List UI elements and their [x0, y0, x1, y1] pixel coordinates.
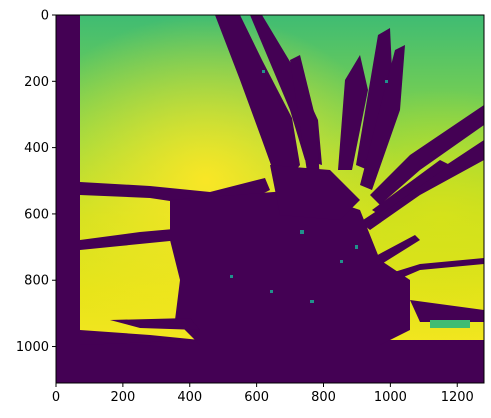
- y-axis-ticks: 0 200 400 600 800 1000: [16, 9, 56, 355]
- x-tick-label: 200: [110, 390, 135, 405]
- y-tick-label: 1000: [16, 340, 49, 355]
- x-tick-label: 1000: [374, 390, 407, 405]
- y-tick-label: 200: [24, 75, 49, 90]
- heatmap-image: [56, 15, 484, 383]
- heatmap-speckles: [230, 70, 470, 328]
- y-tick-label: 800: [24, 274, 49, 289]
- x-tick-label: 0: [52, 390, 60, 405]
- y-tick-label: 400: [24, 141, 49, 156]
- x-tick-label: 800: [311, 390, 336, 405]
- plant-silhouette: [80, 15, 484, 345]
- x-tick-label: 400: [177, 390, 202, 405]
- x-tick-label: 1200: [441, 390, 474, 405]
- axes-frame: [55, 14, 485, 384]
- y-tick-label: 600: [24, 207, 49, 222]
- y-tick-label: 0: [41, 9, 49, 24]
- x-axis-ticks: 0 200 400 600 800 1000 1200: [52, 383, 474, 405]
- x-tick-label: 600: [244, 390, 269, 405]
